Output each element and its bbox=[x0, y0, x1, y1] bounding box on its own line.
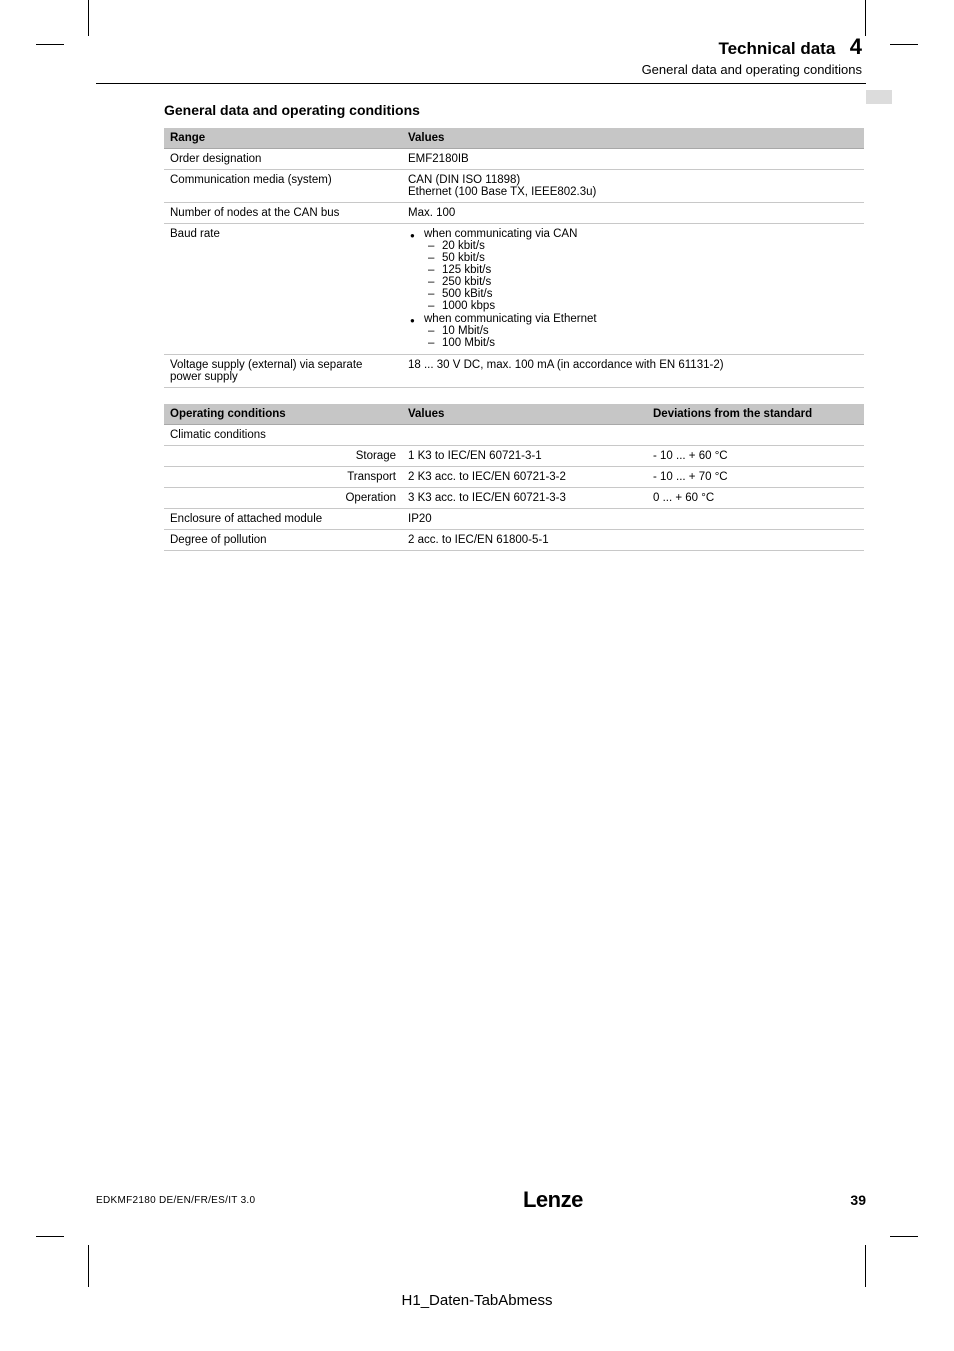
footer-doc-id: EDKMF2180 DE/EN/FR/ES/IT 3.0 bbox=[96, 1195, 255, 1206]
table-header: Values bbox=[402, 404, 647, 425]
row-deviation: - 10 ... + 60 °C bbox=[647, 446, 864, 467]
row-value: CAN (DIN ISO 11898)Ethernet (100 Base TX… bbox=[402, 170, 864, 203]
table-row: Operation3 K3 acc. to IEC/EN 60721-3-30 … bbox=[164, 488, 864, 509]
table-row: Degree of pollution2 acc. to IEC/EN 6180… bbox=[164, 530, 864, 551]
row-label: Storage bbox=[164, 446, 402, 467]
reg-mark bbox=[865, 0, 866, 36]
row-value: 18 ... 30 V DC, max. 100 mA (in accordan… bbox=[402, 355, 864, 388]
table-row: Enclosure of attached moduleIP20 bbox=[164, 509, 864, 530]
row-value: IP20 bbox=[402, 509, 647, 530]
general-data-table: RangeValuesOrder designationEMF2180IBCom… bbox=[164, 128, 864, 388]
table-row: Baud ratewhen communicating via CAN20 kb… bbox=[164, 224, 864, 355]
row-deviation: 0 ... + 60 °C bbox=[647, 488, 864, 509]
side-tab bbox=[866, 90, 892, 104]
crop-mark bbox=[890, 1236, 918, 1237]
row-label: Communication media (system) bbox=[164, 170, 402, 203]
bottom-label: H1_Daten-TabAbmess bbox=[0, 1292, 954, 1309]
row-value: 3 K3 acc. to IEC/EN 60721-3-3 bbox=[402, 488, 647, 509]
crop-mark bbox=[36, 1236, 64, 1237]
reg-mark bbox=[865, 1245, 866, 1287]
row-label: Enclosure of attached module bbox=[164, 509, 402, 530]
table-header: Operating conditions bbox=[164, 404, 402, 425]
header-section-number: 4 bbox=[850, 34, 862, 59]
row-deviation: - 10 ... + 70 °C bbox=[647, 467, 864, 488]
table-header: Values bbox=[402, 128, 864, 149]
row-deviation bbox=[647, 509, 864, 530]
row-value: 2 K3 acc. to IEC/EN 60721-3-2 bbox=[402, 467, 647, 488]
table-row: Storage1 K3 to IEC/EN 60721-3-1- 10 ... … bbox=[164, 446, 864, 467]
row-value: when communicating via CAN20 kbit/s50 kb… bbox=[402, 224, 864, 355]
row-label: Baud rate bbox=[164, 224, 402, 355]
table-row: Communication media (system)CAN (DIN ISO… bbox=[164, 170, 864, 203]
header-subtitle: General data and operating conditions bbox=[96, 62, 862, 77]
row-label: Climatic conditions bbox=[164, 425, 864, 446]
row-value: 1 K3 to IEC/EN 60721-3-1 bbox=[402, 446, 647, 467]
footer-page-number: 39 bbox=[850, 1192, 866, 1208]
row-deviation bbox=[647, 530, 864, 551]
row-label: Number of nodes at the CAN bus bbox=[164, 203, 402, 224]
header-title: Technical data bbox=[718, 39, 835, 58]
reg-mark bbox=[88, 0, 89, 36]
page-header: Technical data 4 General data and operat… bbox=[96, 34, 866, 84]
row-label: Voltage supply (external) via separate p… bbox=[164, 355, 402, 388]
table-row: Number of nodes at the CAN busMax. 100 bbox=[164, 203, 864, 224]
content-area: General data and operating conditions Ra… bbox=[164, 102, 864, 551]
table-row: Climatic conditions bbox=[164, 425, 864, 446]
crop-mark bbox=[36, 44, 64, 45]
table-header: Deviations from the standard bbox=[647, 404, 864, 425]
row-label: Degree of pollution bbox=[164, 530, 402, 551]
footer-logo: Lenze bbox=[523, 1187, 583, 1213]
row-value: 2 acc. to IEC/EN 61800-5-1 bbox=[402, 530, 647, 551]
table-row: Transport2 K3 acc. to IEC/EN 60721-3-2- … bbox=[164, 467, 864, 488]
table-row: Order designationEMF2180IB bbox=[164, 149, 864, 170]
row-label: Transport bbox=[164, 467, 402, 488]
table-row: Voltage supply (external) via separate p… bbox=[164, 355, 864, 388]
reg-mark bbox=[88, 1245, 89, 1287]
row-value: EMF2180IB bbox=[402, 149, 864, 170]
crop-mark bbox=[890, 44, 918, 45]
operating-conditions-table: Operating conditionsValuesDeviations fro… bbox=[164, 404, 864, 551]
page-content: Technical data 4 General data and operat… bbox=[96, 34, 866, 551]
row-label: Order designation bbox=[164, 149, 402, 170]
page-footer: EDKMF2180 DE/EN/FR/ES/IT 3.0 Lenze 39 bbox=[96, 1187, 866, 1213]
row-value: Max. 100 bbox=[402, 203, 864, 224]
row-label: Operation bbox=[164, 488, 402, 509]
section-heading: General data and operating conditions bbox=[164, 102, 864, 118]
table-header: Range bbox=[164, 128, 402, 149]
